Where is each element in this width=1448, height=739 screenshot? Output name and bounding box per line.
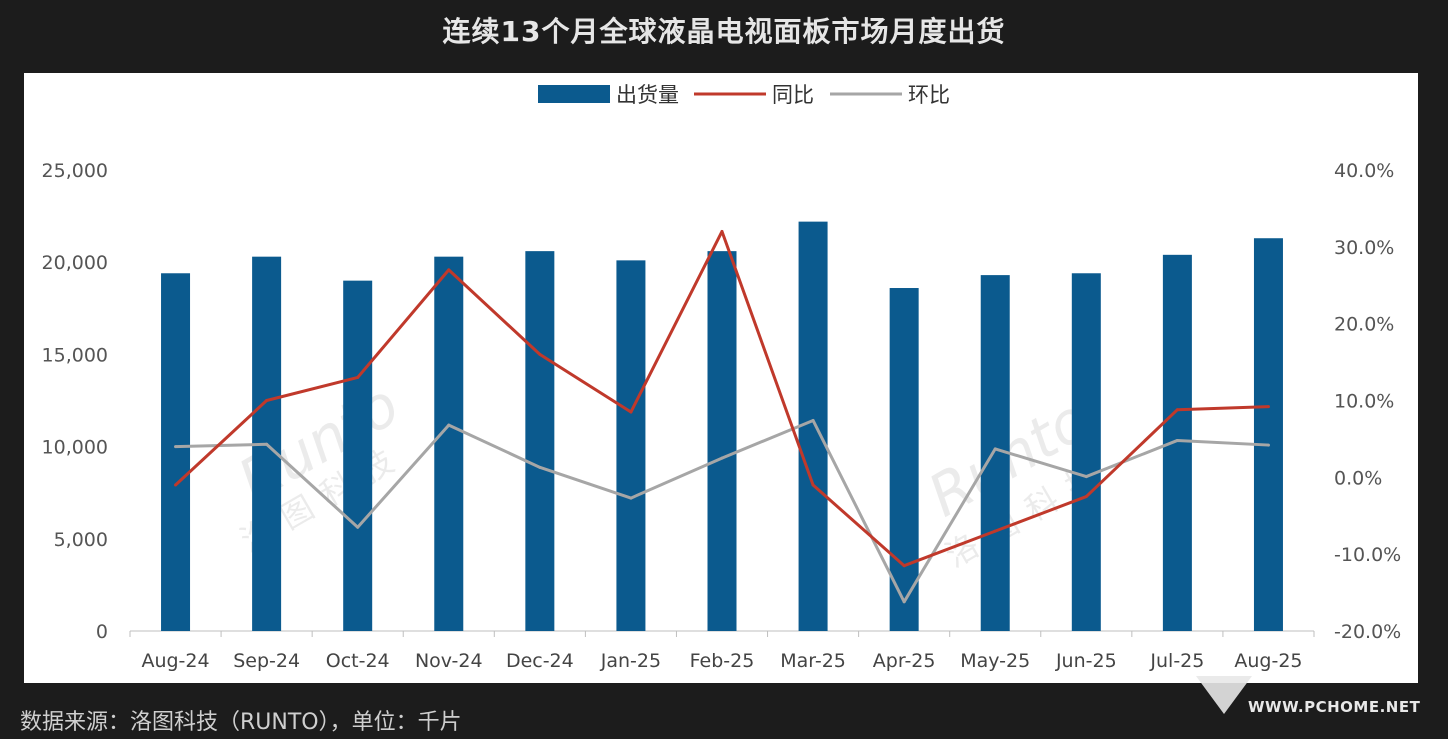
- series-line-yoy-point: [356, 375, 360, 379]
- series-line-mom-point: [1175, 438, 1179, 442]
- bar-shipment: [1253, 238, 1283, 631]
- legend-swatch-bar: [538, 85, 610, 103]
- x-tick-label: Jun-25: [1055, 650, 1117, 672]
- x-tick-label: Jan-25: [600, 650, 661, 672]
- y-left-tick-label: 15,000: [42, 344, 108, 366]
- y-right-tick-label: -10.0%: [1334, 544, 1401, 566]
- series-line-mom-point: [1266, 443, 1270, 447]
- source-note: 数据来源：洛图科技（RUNTO），单位：千片: [20, 710, 462, 735]
- bar-shipment: [434, 256, 464, 631]
- series-line-mom-point: [174, 445, 178, 449]
- chart-panel: Runto 洛图科技 Runto 洛图科技 出货量 同比 环比 05,00010…: [24, 73, 1418, 683]
- x-tick-label: May-25: [960, 650, 1030, 672]
- y-left-tick-label: 20,000: [42, 252, 108, 274]
- x-tick-label: Dec-24: [506, 650, 574, 672]
- bar-shipment: [616, 260, 646, 631]
- x-tick-label: Mar-25: [780, 650, 846, 672]
- series-line-yoy-point: [538, 352, 542, 356]
- y-right-tick-label: 30.0%: [1334, 237, 1394, 259]
- series-line-mom-point: [265, 442, 269, 446]
- series-line-mom-point: [356, 525, 360, 529]
- series-line-mom-point: [720, 456, 724, 460]
- plot-area: 0 5,000 10,000 15,000 20,000 25,000 -20.0% -10.…: [42, 160, 1402, 672]
- series-line-yoy-point: [811, 483, 815, 487]
- series-line-mom-point: [629, 496, 633, 500]
- bar-shipment: [525, 251, 555, 632]
- series-line-yoy-point: [629, 410, 633, 414]
- site-brand: WWW.PCHOME.NET: [1248, 698, 1421, 716]
- bar-shipment: [1071, 273, 1101, 631]
- series-line-yoy-point: [265, 399, 269, 402]
- y-left-tick-label: 25,000: [42, 160, 108, 182]
- bar-shipment: [343, 280, 373, 631]
- bar-shipment: [161, 273, 191, 631]
- series-line-mom-point: [447, 423, 451, 427]
- series-line-yoy-point: [447, 268, 451, 272]
- series-line-yoy-point: [993, 529, 997, 533]
- series-line-yoy-point: [1084, 495, 1088, 499]
- bar-shipment: [707, 251, 737, 632]
- x-tick-label: Feb-25: [690, 650, 755, 672]
- x-tick-label: Aug-25: [1234, 650, 1302, 672]
- y-right-tick-label: -20.0%: [1334, 621, 1401, 643]
- y-left-tick-label: 10,000: [42, 437, 108, 459]
- legend: 出货量 同比 环比: [538, 83, 950, 107]
- series-line-mom-point: [902, 600, 906, 604]
- x-tick-label: Apr-25: [873, 650, 936, 672]
- series-line-yoy-point: [1266, 405, 1270, 409]
- bar-shipment: [889, 288, 919, 631]
- legend-label-yoy: 同比: [772, 83, 814, 107]
- y-right-tick-label: 0.0%: [1334, 467, 1382, 489]
- page-title: 连续13个月全球液晶电视面板市场月度出货: [442, 15, 1006, 48]
- series-line-yoy-point: [902, 564, 906, 568]
- x-tick-label: Aug-24: [141, 650, 209, 672]
- x-tick-label: Jul-25: [1149, 650, 1204, 672]
- series-line-yoy-point: [174, 483, 178, 487]
- chart-svg: Runto 洛图科技 Runto 洛图科技 出货量 同比 环比 05,00010…: [42, 83, 1402, 672]
- y-right-tick-label: 10.0%: [1334, 391, 1394, 413]
- series-line-mom-point: [993, 447, 997, 451]
- x-tick-label: Oct-24: [326, 650, 390, 672]
- bar-shipment: [798, 221, 828, 631]
- y-right-tick-label: 20.0%: [1334, 314, 1394, 336]
- series-line-mom-point: [538, 465, 542, 469]
- series-line-mom-point: [811, 418, 815, 422]
- legend-label-bar: 出货量: [616, 83, 679, 107]
- series-line-yoy-point: [1175, 408, 1179, 412]
- x-tick-label: Nov-24: [415, 650, 483, 672]
- series-line-yoy-point: [720, 229, 724, 233]
- y-left-tick-label: 5,000: [54, 529, 108, 551]
- x-tick-label: Sep-24: [233, 650, 300, 672]
- site-logo-icon: [1196, 676, 1252, 714]
- y-right-tick-label: 40.0%: [1334, 160, 1394, 182]
- y-left-tick-label: 0: [96, 621, 108, 643]
- series-line-mom-point: [1084, 475, 1088, 479]
- legend-label-mom: 环比: [908, 83, 950, 107]
